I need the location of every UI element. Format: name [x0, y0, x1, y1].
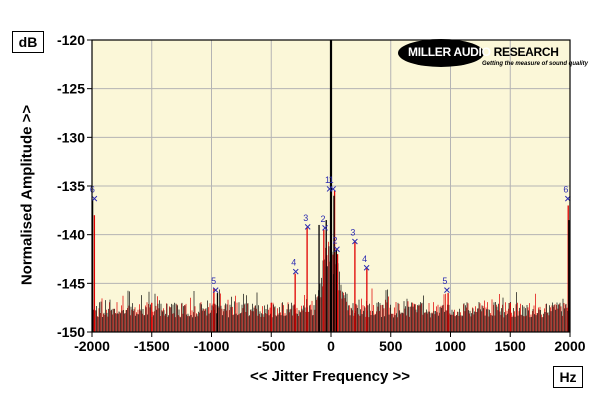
x-tick-label: 500 — [379, 338, 403, 354]
marker-label: 3 — [350, 227, 355, 237]
y-tick-labels: -120 -125 -130 -135 -140 -145 -150 — [57, 32, 85, 340]
marker-cross — [334, 246, 340, 253]
marker-label: 1 — [325, 175, 330, 185]
logo-brand-suffix: RESEARCH — [493, 45, 559, 59]
x-axis-label: << Jitter Frequency >> — [249, 368, 411, 385]
logo-tagline: Getting the measure of sound quality — [482, 61, 589, 67]
noise-black — [93, 238, 568, 332]
marker-label: 1 — [329, 175, 334, 185]
marker-cross — [352, 238, 358, 245]
marker-cross — [292, 268, 299, 275]
marker-label: 2 — [332, 235, 337, 245]
y-tick-label: -130 — [57, 129, 85, 145]
marker-label: 4 — [362, 254, 367, 264]
x-tick-label: 2000 — [554, 338, 585, 354]
y-axis-label: Normalised Amplitude >> — [18, 104, 36, 286]
x-unit-label: Hz — [553, 366, 583, 388]
x-tick-label: 1500 — [495, 338, 526, 354]
x-tick-label: -2000 — [74, 338, 110, 354]
marker-cross — [212, 287, 219, 294]
marker-label: 5 — [211, 276, 216, 286]
y-tick-label: -145 — [57, 275, 85, 291]
x-tick-label: 1000 — [435, 338, 466, 354]
y-unit-label: dB — [12, 31, 44, 53]
x-tick-label: 0 — [327, 338, 335, 354]
marker-cross — [444, 287, 450, 294]
marker-label: 2 — [321, 214, 326, 224]
x-tick-label: -1000 — [194, 338, 230, 354]
y-tick-label: -140 — [57, 227, 85, 243]
x-tick-labels: -2000 -1500 -1000 -500 0 500 1000 1500 2000 — [74, 338, 586, 354]
y-tick-label: -125 — [57, 81, 85, 97]
logo-brand-main: MILLER AUDIO — [408, 45, 491, 59]
marker-label: 3 — [303, 213, 308, 223]
marker-cross — [363, 264, 370, 271]
y-tick-label: -135 — [57, 178, 85, 194]
spikes — [91, 40, 570, 332]
plot-frame — [91, 39, 571, 333]
logo-oval — [398, 39, 484, 67]
brand-logo: MILLER AUDIO RESEARCH Getting the measur… — [398, 39, 588, 71]
marker-label: 4 — [291, 258, 296, 268]
marker-cross — [330, 186, 337, 192]
x-tick-label: -500 — [257, 338, 285, 354]
marker-cross — [304, 224, 311, 230]
logo-brand: MILLER AUDIO RESEARCH — [408, 45, 559, 59]
marker-cross — [91, 195, 98, 202]
marker-cross — [322, 224, 328, 231]
marker-label: 6 — [563, 185, 568, 195]
marker-label: 5 — [442, 276, 447, 286]
y-tick-label: -150 — [57, 324, 85, 340]
x-tick-label: -1500 — [134, 338, 170, 354]
y-tick-label: -120 — [57, 32, 85, 48]
